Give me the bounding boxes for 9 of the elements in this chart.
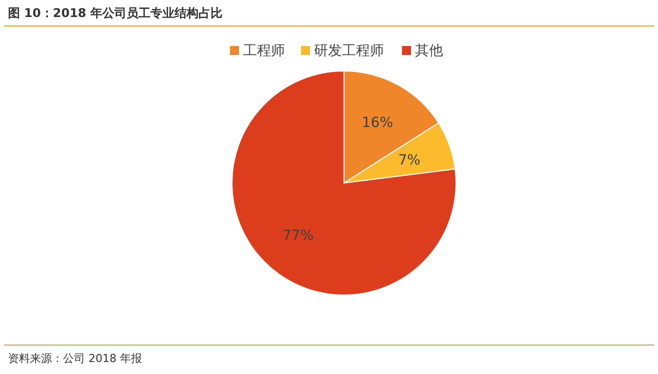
pie-slice bbox=[232, 70, 456, 296]
data-label: 16% bbox=[362, 115, 394, 132]
data-label: 7% bbox=[398, 152, 420, 168]
text: 图 10：2018 年公司员工专业结构占比 bbox=[8, 6, 222, 20]
legend-label: 工程师 bbox=[243, 43, 285, 59]
data-label: 77% bbox=[282, 228, 314, 244]
text: 资料来源：公司 2018 年报 bbox=[8, 352, 142, 365]
legend-label: 其他 bbox=[415, 43, 443, 59]
legend-label: 研发工程师 bbox=[314, 43, 384, 59]
